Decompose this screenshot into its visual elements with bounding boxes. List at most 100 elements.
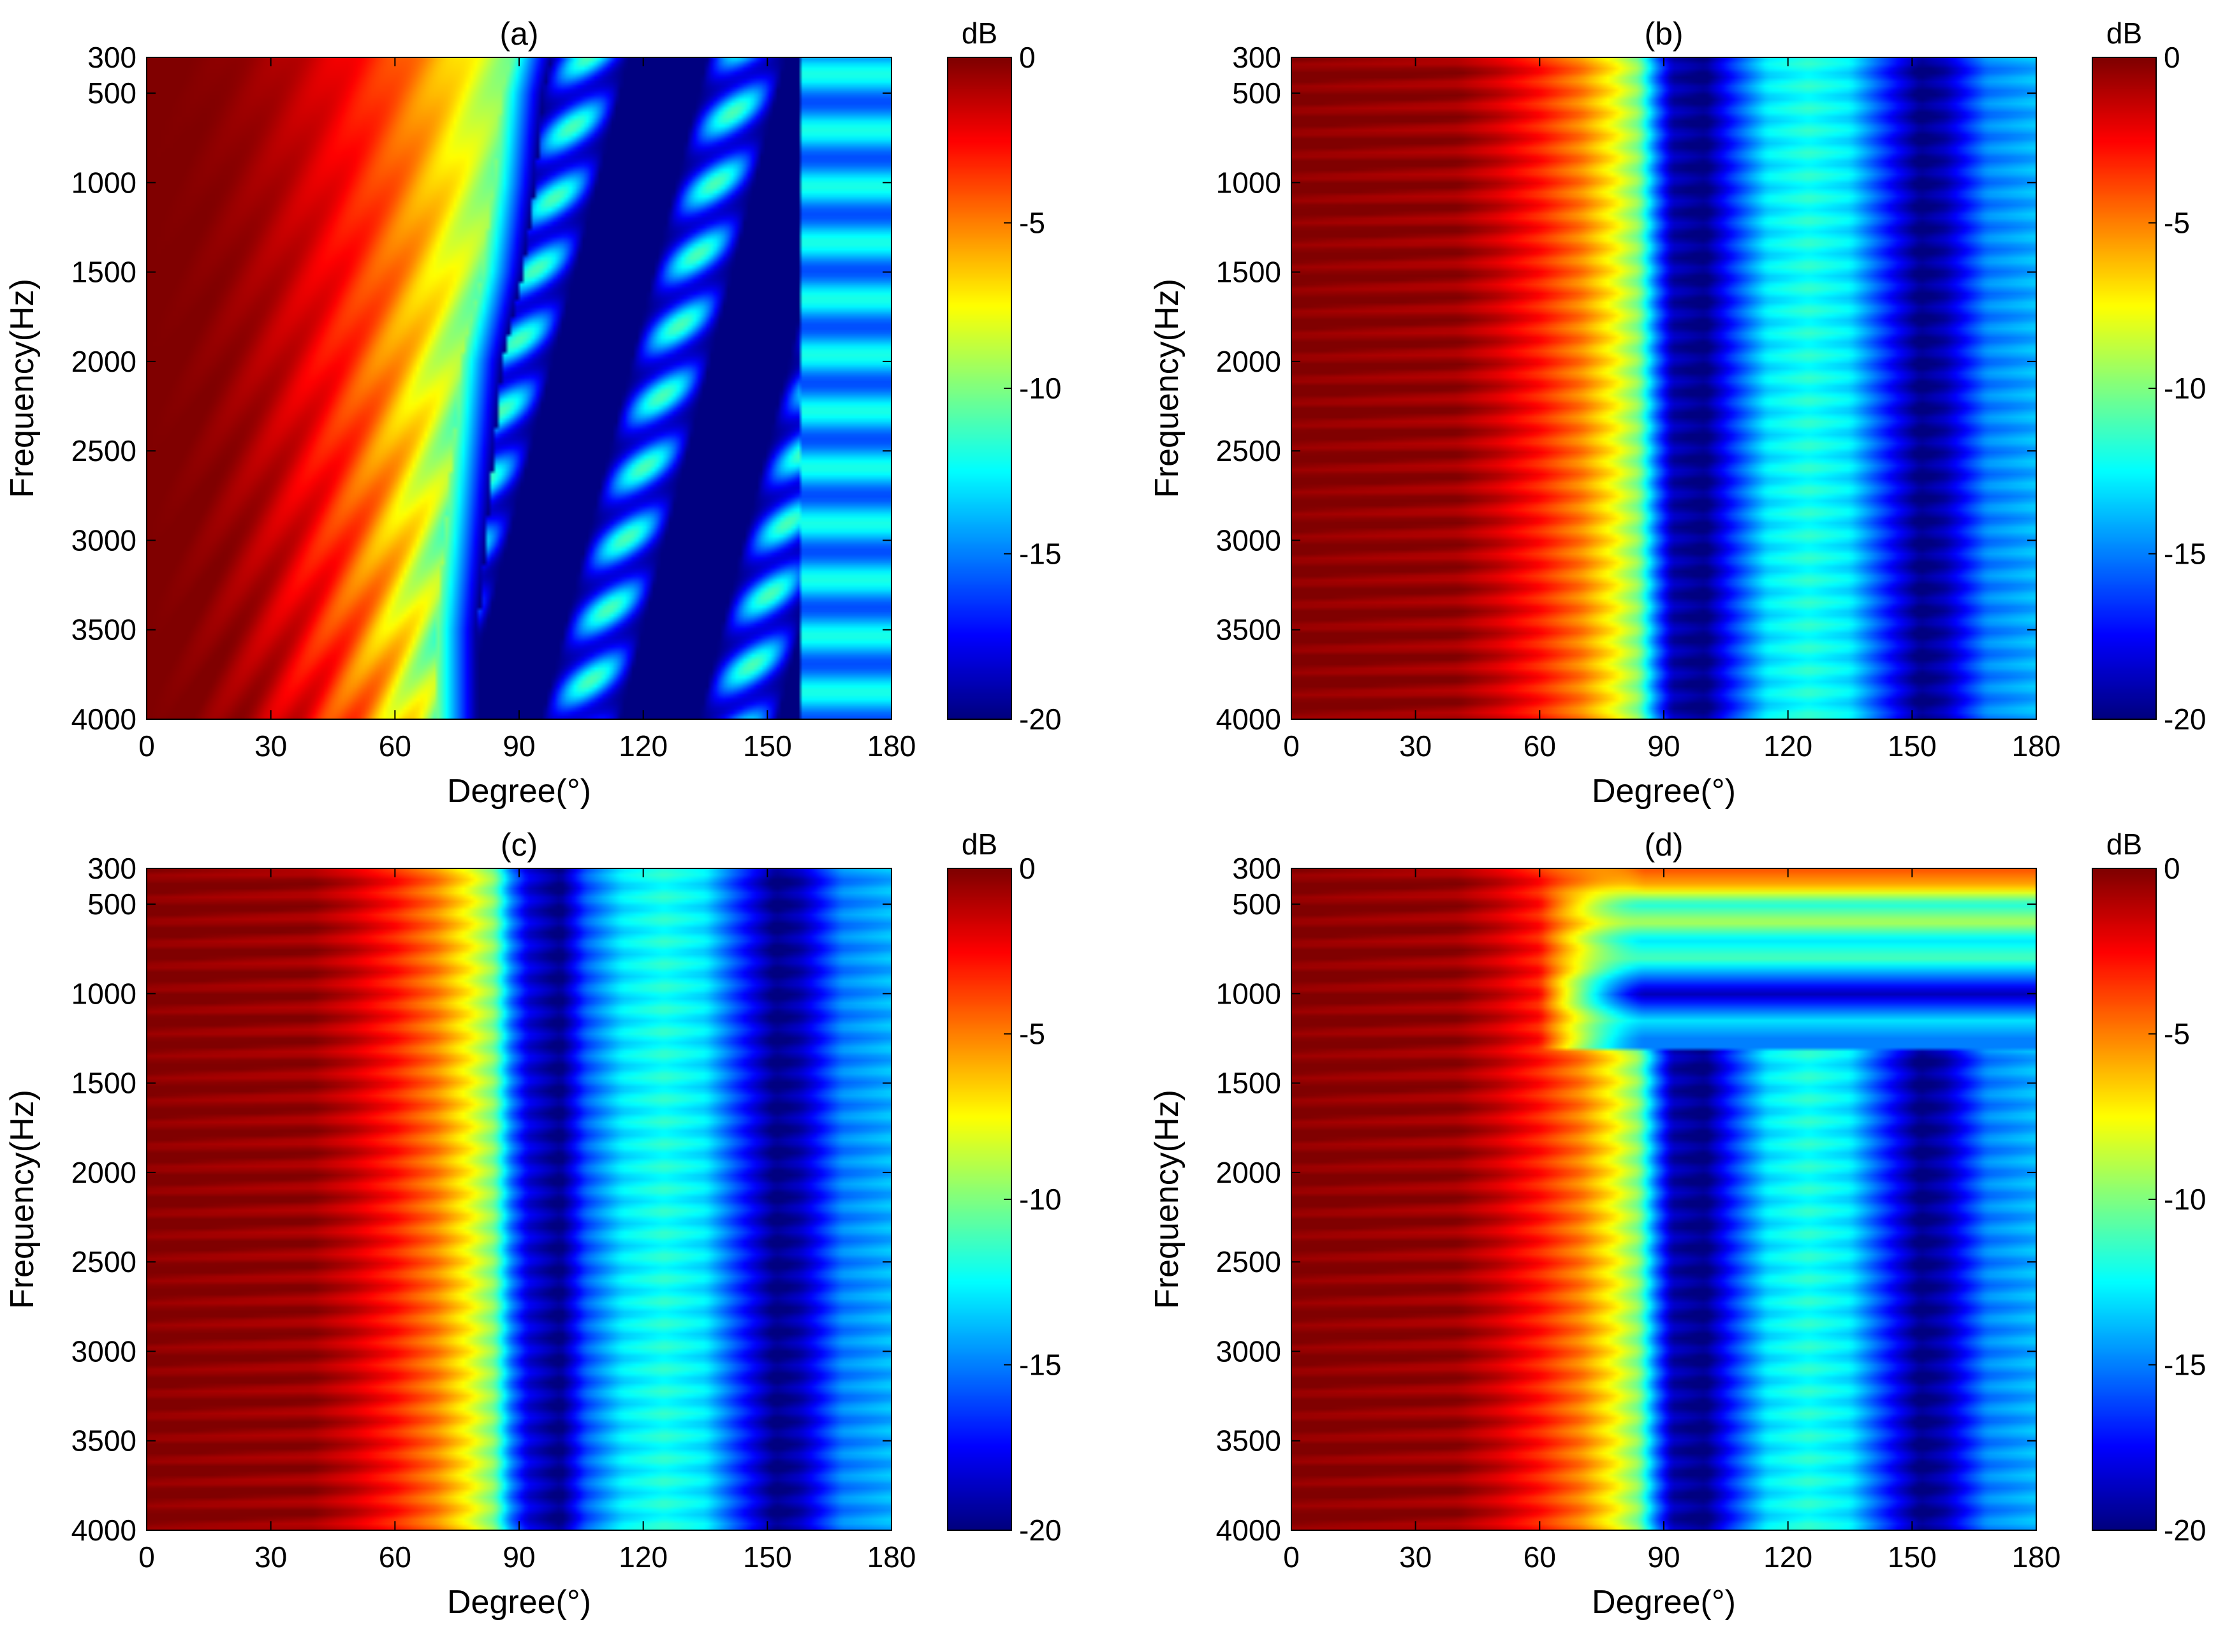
colorbar-tick-label: -10 [1019,372,1061,405]
x-tick-label: 120 [619,1540,668,1574]
y-tick-label: 2500 [1216,1245,1281,1278]
y-tick-label: 2000 [1216,345,1281,378]
panel-title: (b) [1644,16,1683,52]
colorbar-gradient [2092,868,2156,1530]
y-tick-label: 500 [1232,888,1281,921]
x-tick-label: 60 [1524,729,1556,763]
colorbar-tick-label: -5 [1019,207,1045,240]
colorbar-tick-label: -10 [1019,1183,1061,1216]
colorbar-tick-label: -15 [1019,537,1061,571]
y-tick-label: 4000 [71,703,136,736]
x-tick-label: 30 [1399,1540,1432,1574]
x-tick-label: 90 [503,729,535,763]
x-tick-label: 90 [1647,729,1680,763]
x-tick-label: 30 [254,729,287,763]
colorbar-tick-label: -10 [2164,372,2206,405]
y-tick-label: 2000 [71,345,136,378]
x-tick-label: 180 [2012,1540,2061,1574]
x-tick-label: 120 [1763,729,1812,763]
y-tick-label: 300 [87,41,136,74]
y-tick-label: 2000 [1216,1156,1281,1189]
x-tick-label: 30 [1399,729,1432,763]
x-axis-label: Degree(°) [1592,1584,1736,1621]
colorbar-gradient [2092,57,2156,719]
x-tick-label: 180 [867,1540,916,1574]
colorbar-c: 0 -5 -10 -15 -20 dB [947,828,1061,1547]
x-tick-label: 0 [138,1540,155,1574]
y-tick-label: 3000 [1216,1334,1281,1368]
y-tick-label: 300 [87,852,136,885]
y-axis-label: Frequency(Hz) [1149,279,1186,498]
colorbar-tick-label: -15 [1019,1349,1061,1382]
x-tick-label: 150 [1888,729,1937,763]
y-tick-label: 1000 [71,977,136,1010]
y-tick-label: 3500 [1216,613,1281,647]
x-tick-label: 60 [379,1540,411,1574]
x-tick-label: 0 [138,729,155,763]
y-tick-label: 3500 [71,1424,136,1458]
heatmap-d [1291,868,2036,1530]
x-tick-label: 30 [254,1540,287,1574]
colorbar-tick-label: 0 [2164,852,2180,885]
colorbar-label: dB [2106,17,2142,50]
x-tick-label: 120 [619,729,668,763]
y-tick-label: 4000 [1216,703,1281,736]
y-tick-label: 3000 [1216,523,1281,557]
x-axis-label: Degree(°) [447,1584,591,1621]
colorbar-a: 0 -5 -10 -15 -20 dB [947,17,1061,736]
y-tick-label: 1500 [71,1067,136,1100]
y-tick-label: 3500 [1216,1424,1281,1458]
y-tick-label: 1500 [71,256,136,289]
y-tick-label: 1000 [71,166,136,199]
y-tick-label: 500 [87,888,136,921]
x-tick-label: 0 [1283,1540,1300,1574]
y-tick-label: 3000 [71,1334,136,1368]
colorbar-gradient [948,57,1011,719]
colorbar-tick-label: -15 [2164,537,2206,571]
colorbar-tick-label: -20 [1019,703,1061,736]
y-axis-label: Frequency(Hz) [4,279,41,498]
x-tick-label: 180 [867,729,916,763]
y-tick-label: 3000 [71,523,136,557]
y-axis-label: Frequency(Hz) [1149,1090,1186,1309]
y-tick-label: 1000 [1216,977,1281,1010]
colorbar-gradient [948,868,1011,1530]
y-tick-label: 2500 [71,1245,136,1278]
heatmap-a [147,57,892,719]
y-tick-label: 1500 [1216,1067,1281,1100]
x-tick-label: 120 [1763,1540,1812,1574]
x-tick-label: 150 [743,1540,792,1574]
y-tick-label: 500 [1232,77,1281,110]
x-tick-label: 60 [1524,1540,1556,1574]
y-tick-label: 2500 [1216,434,1281,467]
colorbar-tick-label: -15 [2164,1349,2206,1382]
colorbar-label: dB [962,828,997,861]
colorbar-tick-label: -5 [2164,207,2190,240]
y-tick-label: 300 [1232,41,1281,74]
x-axis-label: Degree(°) [447,773,591,810]
heatmap-b [1291,57,2036,719]
y-tick-label: 2000 [71,1156,136,1189]
x-tick-label: 0 [1283,729,1300,763]
panel-title: (c) [501,827,538,863]
heatmap-c [147,868,892,1530]
panel-title: (d) [1644,827,1683,863]
y-tick-label: 500 [87,77,136,110]
colorbar-tick-label: 0 [2164,41,2180,74]
colorbar-tick-label: -10 [2164,1183,2206,1216]
colorbar-tick-label: -5 [1019,1018,1045,1051]
x-tick-label: 180 [2012,729,2061,763]
colorbar-tick-label: -20 [2164,703,2206,736]
colorbar-label: dB [2106,828,2142,861]
colorbar-label: dB [962,17,997,50]
colorbar-d: 0 -5 -10 -15 -20 dB [2092,828,2206,1547]
y-tick-label: 1500 [1216,256,1281,289]
x-tick-label: 150 [743,729,792,763]
colorbar-tick-label: -20 [2164,1514,2206,1547]
x-axis-label: Degree(°) [1592,773,1736,810]
panel-title: (a) [499,16,538,52]
